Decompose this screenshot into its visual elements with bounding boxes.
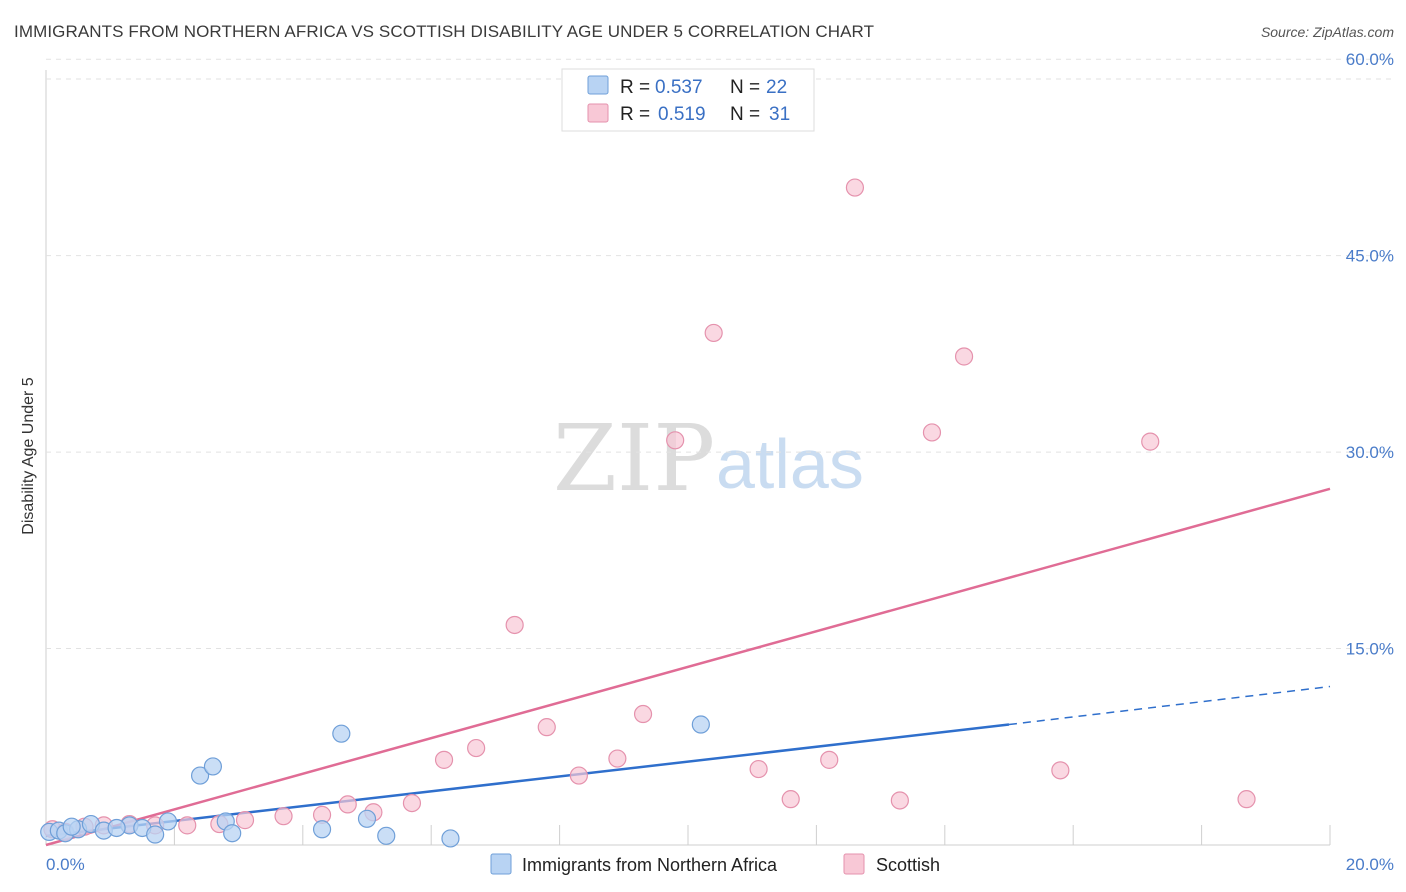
immigrants-point-17: [377, 826, 396, 845]
source-credit: Source: ZipAtlas.com: [1260, 24, 1394, 40]
legend-swatch-blue: [587, 75, 609, 95]
scottish-point-17: [537, 718, 556, 737]
legend-r-value-2: 0.519: [658, 104, 706, 125]
scottish-point-32: [1237, 790, 1256, 809]
immigrants-point-18: [441, 829, 460, 848]
immigrants-point-8: [146, 825, 165, 844]
scottish-point-24: [781, 790, 800, 809]
legend-n-label-2: N =: [730, 104, 760, 125]
scottish-point-22: [704, 323, 723, 343]
scottish-point-20: [633, 704, 653, 724]
trend-line-scottish: [45, 487, 1331, 847]
bottom-legend-swatch-pink: [843, 853, 865, 875]
scottish-point-29: [954, 347, 974, 366]
x-axis-ticks: [173, 825, 1331, 845]
bottom-legend-label-pink: Scottish: [876, 855, 940, 875]
immigrants-point-14: [312, 820, 332, 839]
legend-box: R = 0.537 N = 22 R = 0.519 N = 31: [561, 68, 815, 132]
immigrants-point-13: [223, 824, 242, 843]
y-axis-label: Disability Age Under 5: [20, 377, 37, 535]
scottish-point-8: [235, 811, 255, 830]
scottish-point-15: [467, 738, 486, 758]
bottom-legend-swatch-blue: [490, 853, 512, 875]
y-axis-tick-labels: 15.0% 30.0% 45.0% 60.0%: [1346, 50, 1394, 658]
scottish-point-6: [178, 816, 197, 835]
x-tick-label-min: 0.0%: [46, 855, 85, 874]
y-tick-label-15: 15.0%: [1346, 640, 1394, 659]
legend-n-label-1: N =: [730, 77, 760, 98]
scottish-point-30: [1051, 761, 1070, 780]
scottish-point-13: [402, 793, 422, 813]
immigrants-point-20: [107, 818, 126, 838]
scottish-point-18: [569, 766, 588, 785]
chart-title: IMMIGRANTS FROM NORTHERN AFRICA VS SCOTT…: [14, 22, 875, 41]
scottish-point-25: [820, 750, 839, 769]
scottish-point-26: [845, 178, 865, 197]
scottish-point-21: [666, 431, 685, 450]
immigrants-point-10: [190, 766, 210, 785]
trend-lines: [45, 487, 1331, 847]
scottish-point-14: [434, 750, 454, 769]
trend-line-immigrants: [45, 723, 1010, 838]
scottish-point-27: [890, 791, 909, 810]
immigrants-points: [40, 715, 710, 848]
legend-swatch-pink: [587, 103, 609, 123]
scottish-point-16: [505, 615, 524, 635]
trend-line-immigrants-projection: [1008, 685, 1331, 726]
immigrants-point-19: [691, 715, 710, 734]
immigrants-point-9: [158, 812, 178, 831]
bottom-legend-label-blue: Immigrants from Northern Africa: [522, 855, 778, 875]
legend-n-value-2: 31: [769, 104, 790, 125]
scottish-point-23: [749, 759, 768, 779]
scottish-point-11: [338, 795, 357, 814]
legend-r-value-1: 0.537: [655, 77, 703, 98]
legend-r-label-1: R =: [620, 77, 650, 98]
bottom-legend: Immigrants from Northern Africa Scottish: [490, 853, 940, 875]
grid-lines: [46, 58, 1392, 650]
immigrants-point-21: [62, 817, 81, 836]
immigrants-point-11: [203, 757, 223, 776]
x-tick-label-max: 20.0%: [1346, 855, 1394, 874]
y-tick-label-45: 45.0%: [1346, 247, 1394, 266]
y-tick-label-30: 30.0%: [1346, 443, 1394, 462]
immigrants-point-15: [332, 724, 351, 743]
scottish-point-28: [922, 423, 942, 442]
watermark-zip: ZIP: [553, 405, 715, 512]
scottish-point-19: [608, 749, 627, 768]
y-tick-label-60: 60.0%: [1346, 50, 1394, 69]
legend-n-value-1: 22: [766, 77, 787, 98]
scottish-point-9: [274, 807, 293, 826]
scottish-point-31: [1141, 432, 1160, 451]
legend-r-label-2: R =: [620, 104, 650, 125]
watermark-atlas: atlas: [716, 425, 864, 503]
immigrants-point-16: [357, 809, 377, 828]
